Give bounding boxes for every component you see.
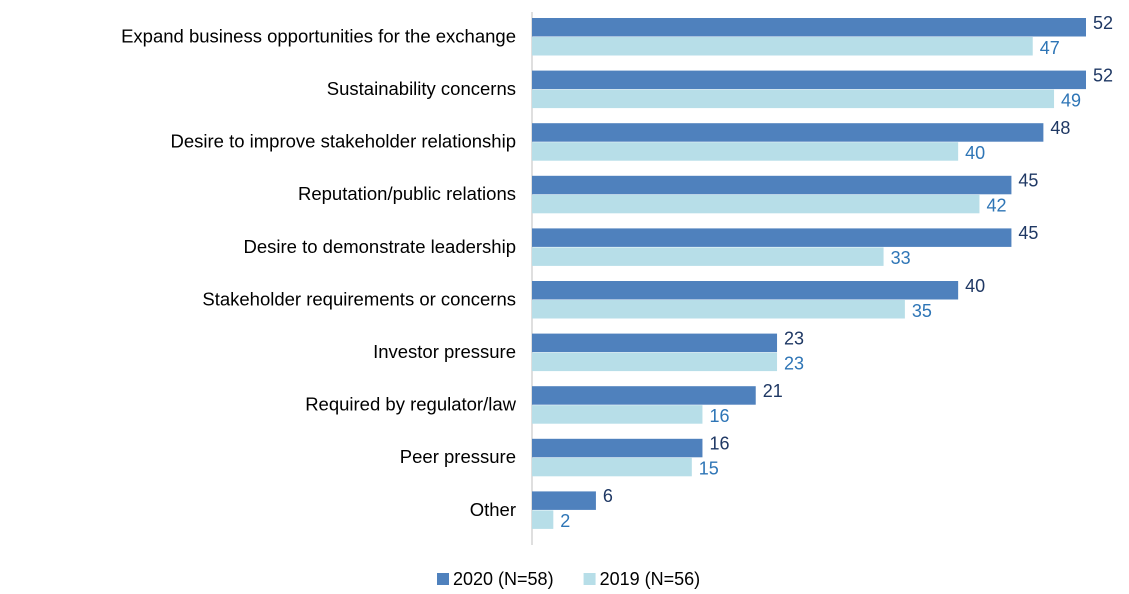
bar bbox=[532, 281, 959, 300]
category-label: Other bbox=[470, 499, 516, 520]
legend-swatch bbox=[437, 573, 449, 585]
bar bbox=[532, 457, 692, 477]
value-label: 15 bbox=[699, 459, 719, 479]
bar bbox=[532, 123, 1044, 142]
value-label: 33 bbox=[891, 248, 911, 268]
bar bbox=[532, 510, 554, 529]
value-label: 21 bbox=[763, 381, 783, 401]
value-label: 47 bbox=[1040, 38, 1060, 58]
bar bbox=[532, 18, 1086, 37]
value-label: 6 bbox=[603, 486, 613, 506]
value-label: 48 bbox=[1050, 118, 1070, 138]
bar bbox=[532, 386, 756, 405]
bar bbox=[532, 438, 703, 458]
bar bbox=[532, 89, 1055, 109]
value-label: 45 bbox=[1018, 171, 1038, 191]
value-label: 23 bbox=[784, 353, 804, 373]
bar bbox=[532, 142, 959, 161]
bar bbox=[532, 70, 1086, 90]
bar bbox=[532, 194, 980, 214]
value-label: 42 bbox=[986, 196, 1006, 216]
legend-label: 2020 (N=58) bbox=[453, 569, 554, 589]
bar bbox=[532, 247, 884, 266]
bar bbox=[532, 37, 1033, 56]
category-label: Peer pressure bbox=[400, 446, 516, 467]
bar bbox=[532, 228, 1012, 247]
category-label: Desire to demonstrate leadership bbox=[243, 236, 516, 257]
category-label: Desire to improve stakeholder relationsh… bbox=[170, 131, 516, 152]
value-label: 52 bbox=[1093, 65, 1113, 85]
bar bbox=[532, 491, 596, 510]
bar bbox=[532, 300, 905, 319]
category-label: Stakeholder requirements or concerns bbox=[202, 288, 516, 309]
category-label: Investor pressure bbox=[373, 341, 516, 362]
value-label: 16 bbox=[709, 406, 729, 426]
bar bbox=[532, 405, 703, 424]
value-label: 49 bbox=[1061, 90, 1081, 110]
category-label: Required by regulator/law bbox=[305, 394, 516, 415]
legend-swatch bbox=[583, 573, 596, 585]
bar bbox=[532, 175, 1012, 195]
value-label: 52 bbox=[1093, 13, 1113, 33]
value-label: 23 bbox=[784, 328, 804, 348]
bar bbox=[532, 333, 778, 353]
value-label: 35 bbox=[912, 301, 932, 321]
value-label: 16 bbox=[709, 434, 729, 454]
category-label: Sustainability concerns bbox=[327, 78, 516, 99]
value-label: 45 bbox=[1018, 223, 1038, 243]
bar bbox=[532, 352, 778, 372]
category-label: Reputation/public relations bbox=[298, 183, 516, 204]
value-label: 2 bbox=[560, 511, 570, 531]
legend-label: 2019 (N=56) bbox=[600, 569, 701, 589]
category-label: Expand business opportunities for the ex… bbox=[121, 25, 516, 46]
value-label: 40 bbox=[965, 143, 985, 163]
value-label: 40 bbox=[965, 276, 985, 296]
